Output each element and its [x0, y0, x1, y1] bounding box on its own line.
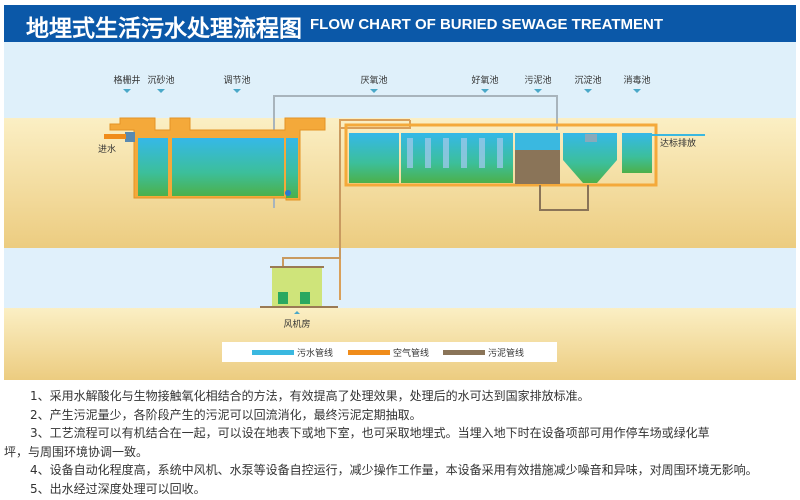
stage-label: 消毒池 — [623, 74, 650, 86]
stage-label: 调节池 — [223, 74, 250, 86]
legend-swatch-air — [348, 350, 390, 355]
aerobic-tank — [401, 133, 513, 183]
note-item: 3、工艺流程可以有机结合在一起，可以设在地表下或地下室，也可采取地埋式。当埋入地… — [30, 426, 710, 440]
note-item: 1、采用水解酸化与生物接触氧化相结合的方法，有效提高了处理效果，处理后的水可达到… — [30, 389, 590, 403]
stage-labels: 格栅井 沉砂池 调节池 厌氧池 好氧池 污泥池 沉淀池 消毒池 — [113, 74, 651, 93]
pump-icon — [285, 190, 291, 196]
outlet-label: 达标排放 — [660, 137, 696, 149]
disinfection-tank — [622, 133, 652, 173]
stage-label: 好氧池 — [471, 74, 498, 86]
note-item: 5、出水经过深度处理可以回收。 — [30, 481, 206, 496]
legend-label: 污水管线 — [297, 347, 333, 359]
stage-label: 沉淀池 — [574, 74, 601, 86]
left-tank-structure: 进水 — [98, 117, 326, 201]
stage-label: 格栅井 — [113, 74, 140, 86]
blower-icon — [278, 292, 288, 304]
settling-funnel-icon — [585, 134, 597, 142]
sky-band-middle — [4, 248, 796, 308]
stage-label: 厌氧池 — [360, 74, 387, 86]
note-item: 4、设备自动化程度高，系统中风机、水泵等设备自控运行，减少操作工作量，本设备采用… — [30, 463, 758, 477]
settling-tank — [563, 133, 617, 183]
stage-label: 污泥池 — [524, 74, 551, 86]
blower-room-label: 风机房 — [283, 318, 310, 330]
anaerobic-tank — [349, 133, 399, 183]
legend-swatch-sludge — [443, 350, 485, 355]
process-diagram: 格栅井 沉砂池 调节池 厌氧池 好氧池 污泥池 沉淀池 消毒池 进水 — [4, 42, 796, 380]
blower-room: 风机房 — [260, 266, 338, 330]
legend-label: 污泥管线 — [488, 347, 524, 359]
feature-notes: 1、采用水解酸化与生物接触氧化相结合的方法，有效提高了处理效果，处理后的水可达到… — [0, 387, 800, 498]
legend: 污水管线 空气管线 污泥管线 — [222, 342, 557, 362]
header-bar: 地埋式生活污水处理流程图 FLOW CHART OF BURIED SEWAGE… — [4, 5, 796, 42]
screen-grate-icon — [125, 132, 135, 142]
stage-label: 沉砂池 — [147, 74, 174, 86]
inlet-label: 进水 — [98, 143, 116, 155]
note-item: 2、产生污泥量少，各阶段产生的污泥可以回流消化，最终污泥定期抽取。 — [30, 407, 422, 422]
marker-triangle-icons — [123, 89, 641, 93]
sludge-pipe — [539, 185, 589, 211]
sludge-tank — [515, 150, 560, 184]
right-tank-structure: 达标排放 — [344, 123, 705, 187]
legend-swatch-sewage — [252, 350, 294, 355]
page-title-en: FLOW CHART OF BURIED SEWAGE TREATMENT — [310, 16, 664, 33]
legend-label: 空气管线 — [393, 347, 429, 359]
blower-icon — [300, 292, 310, 304]
air-pipe-to-blower — [282, 130, 341, 272]
sky-band-top — [4, 42, 796, 118]
page-title-cn: 地埋式生活污水处理流程图 — [26, 16, 302, 42]
note-item-continuation: 坪，与周围环境协调一致。 — [4, 444, 149, 459]
